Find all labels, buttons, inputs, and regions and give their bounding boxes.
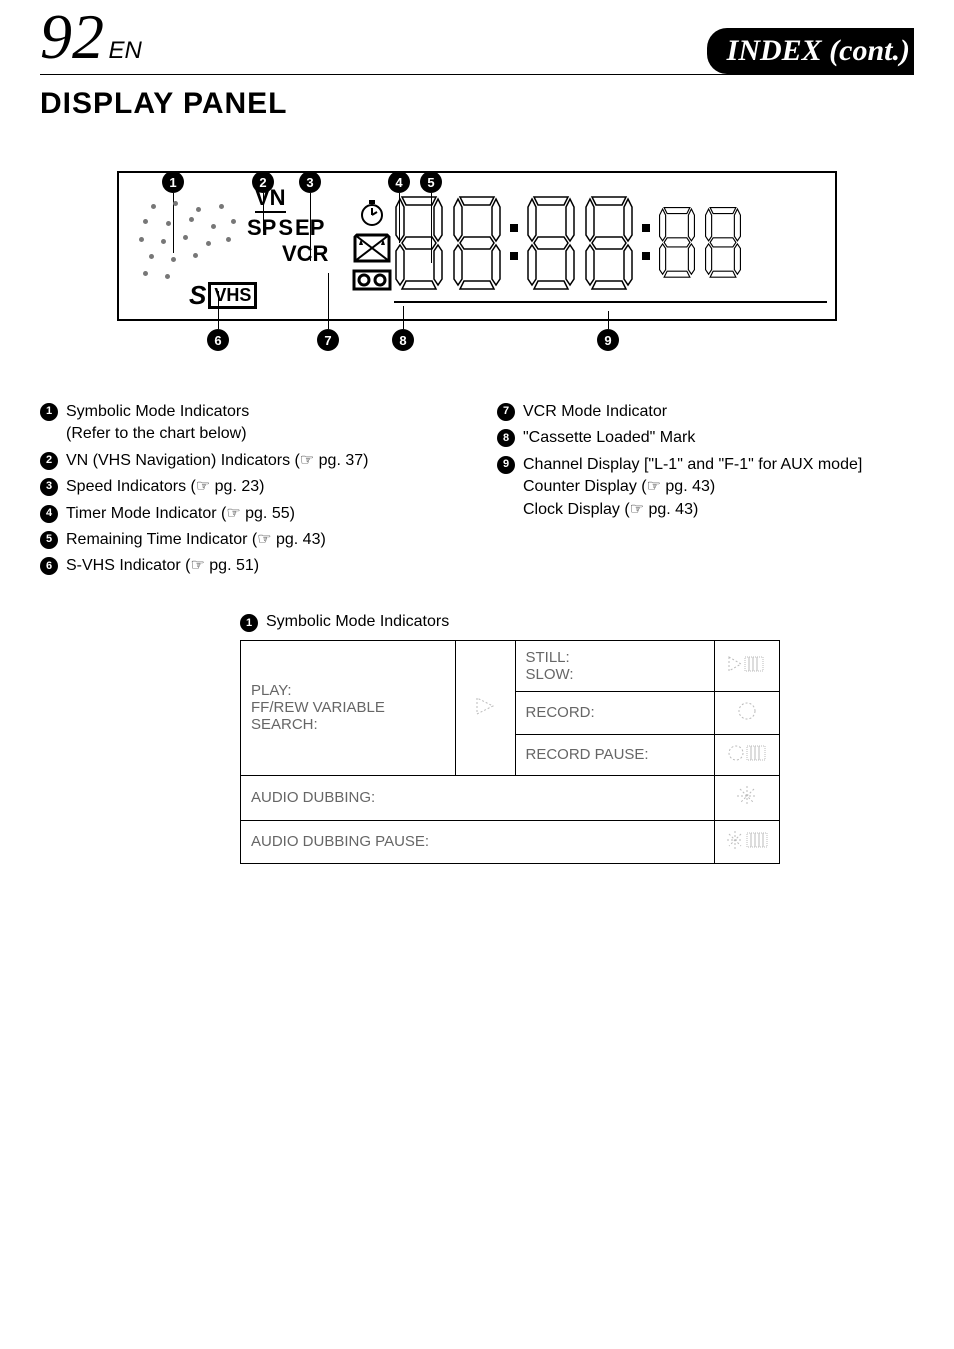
indicator-item: 4 Timer Mode Indicator (☞ pg. 55) (40, 503, 457, 525)
still-icon (727, 654, 767, 674)
cell-record: RECORD: (515, 691, 715, 734)
indicator-text: Remaining Time Indicator (☞ pg. 43) (66, 529, 326, 551)
callout-circle: 7 (317, 329, 339, 351)
digit-small (658, 206, 696, 278)
num-circle: 8 (497, 429, 515, 447)
cell-still: STILL: SLOW: (515, 640, 715, 691)
cell-audio-dubbing-icon (715, 775, 780, 820)
page-number: 92 (40, 1, 104, 72)
section-title: DISPLAY PANEL (40, 87, 914, 121)
page-number-block: 92 EN (40, 0, 142, 74)
speed-sp: SP (247, 215, 276, 241)
cell-audio-dubbing-pause: AUDIO DUBBING PAUSE: (241, 820, 715, 863)
indicator-item: 1 Symbolic Mode Indicators(Refer to the … (40, 401, 457, 446)
section-header: INDEX (cont.) (707, 28, 914, 74)
indicator-item: 6 S-VHS Indicator (☞ pg. 51) (40, 555, 457, 577)
indicator-text: Symbolic Mode Indicators(Refer to the ch… (66, 401, 249, 446)
cell-audio-dubbing: AUDIO DUBBING: (241, 775, 715, 820)
num-circle: 5 (40, 531, 58, 549)
indicator-text: "Cassette Loaded" Mark (523, 427, 695, 449)
digit (526, 195, 576, 290)
cell-record-pause: RECORD PAUSE: (515, 734, 715, 775)
digit (584, 195, 634, 290)
cell-audio-dubbing-pause-icon (715, 820, 780, 863)
table-title-text: Symbolic Mode Indicators (266, 613, 449, 631)
callout-circle: 6 (207, 329, 229, 351)
callout-circle: 9 (597, 329, 619, 351)
cell-play: PLAY: FF/REW VARIABLE SEARCH: (241, 640, 456, 775)
colon (510, 224, 518, 260)
indicator-item: 8 "Cassette Loaded" Mark (497, 427, 914, 449)
num-circle: 1 (240, 614, 258, 632)
play-icon (473, 694, 497, 718)
colon (642, 224, 650, 260)
num-circle: 7 (497, 403, 515, 421)
speed-labels: SP S EP (247, 215, 324, 241)
display-diagram: 1 2 3 4 5 (117, 171, 837, 371)
page-header: 92 EN INDEX (cont.) (40, 0, 914, 75)
vcr-label: VCR (282, 241, 328, 267)
dots-indicator (131, 199, 241, 289)
timer-icon (352, 197, 392, 227)
indicator-text: Timer Mode Indicator (☞ pg. 55) (66, 503, 295, 525)
indicator-col-right: 7 VCR Mode Indicator 8 "Cassette Loaded"… (497, 401, 914, 582)
cell-record-icon (715, 691, 780, 734)
cell-record-pause-icon (715, 734, 780, 775)
num-circle: 4 (40, 505, 58, 523)
callout-9: 9 (597, 311, 619, 351)
table-title: 1 Symbolic Mode Indicators (240, 612, 780, 632)
num-circle: 2 (40, 452, 58, 470)
cell-still-icon (715, 640, 780, 691)
audio-dub-icon (735, 784, 759, 808)
indicator-item: 9 Channel Display ["L-1" and "F-1" for A… (497, 454, 914, 521)
callout-circle: 8 (392, 329, 414, 351)
digit (394, 195, 444, 290)
indicator-col-left: 1 Symbolic Mode Indicators(Refer to the … (40, 401, 457, 582)
seven-segment-display (394, 183, 827, 303)
vn-label: VN (255, 185, 286, 213)
audio-dub-pause-icon (725, 829, 769, 851)
page-suffix: EN (108, 37, 141, 64)
num-circle: 1 (40, 403, 58, 421)
cassette-icon (352, 269, 392, 291)
num-circle: 9 (497, 456, 515, 474)
indicator-text: Channel Display ["L-1" and "F-1" for AUX… (523, 454, 862, 521)
mode-table-section: 1 Symbolic Mode Indicators PLAY: FF/REW … (240, 612, 780, 864)
record-icon (736, 700, 758, 722)
indicator-text: VCR Mode Indicator (523, 401, 667, 423)
speed-ep: EP (295, 215, 324, 241)
svhs-s: S (189, 280, 206, 311)
indicator-item: 3 Speed Indicators (☞ pg. 23) (40, 476, 457, 498)
center-icons (349, 197, 395, 291)
indicator-text: S-VHS Indicator (☞ pg. 51) (66, 555, 259, 577)
cell-play-icon (455, 640, 515, 775)
speed-s: S (278, 215, 293, 241)
callout-6: 6 (207, 291, 229, 351)
digit-small (704, 206, 742, 278)
indicator-text: VN (VHS Navigation) Indicators (☞ pg. 37… (66, 450, 368, 472)
num-circle: 6 (40, 557, 58, 575)
record-pause-icon (727, 743, 767, 763)
callout-8: 8 (392, 306, 414, 351)
indicator-item: 5 Remaining Time Indicator (☞ pg. 43) (40, 529, 457, 551)
digit (452, 195, 502, 290)
indicator-item: 7 VCR Mode Indicator (497, 401, 914, 423)
num-circle: 3 (40, 478, 58, 496)
mode-table: PLAY: FF/REW VARIABLE SEARCH: STILL: SLO… (240, 640, 780, 864)
indicator-text: Speed Indicators (☞ pg. 23) (66, 476, 264, 498)
callout-7: 7 (317, 273, 339, 351)
indicator-list: 1 Symbolic Mode Indicators(Refer to the … (40, 401, 914, 582)
remaining-time-icon (349, 231, 395, 265)
indicator-item: 2 VN (VHS Navigation) Indicators (☞ pg. … (40, 450, 457, 472)
